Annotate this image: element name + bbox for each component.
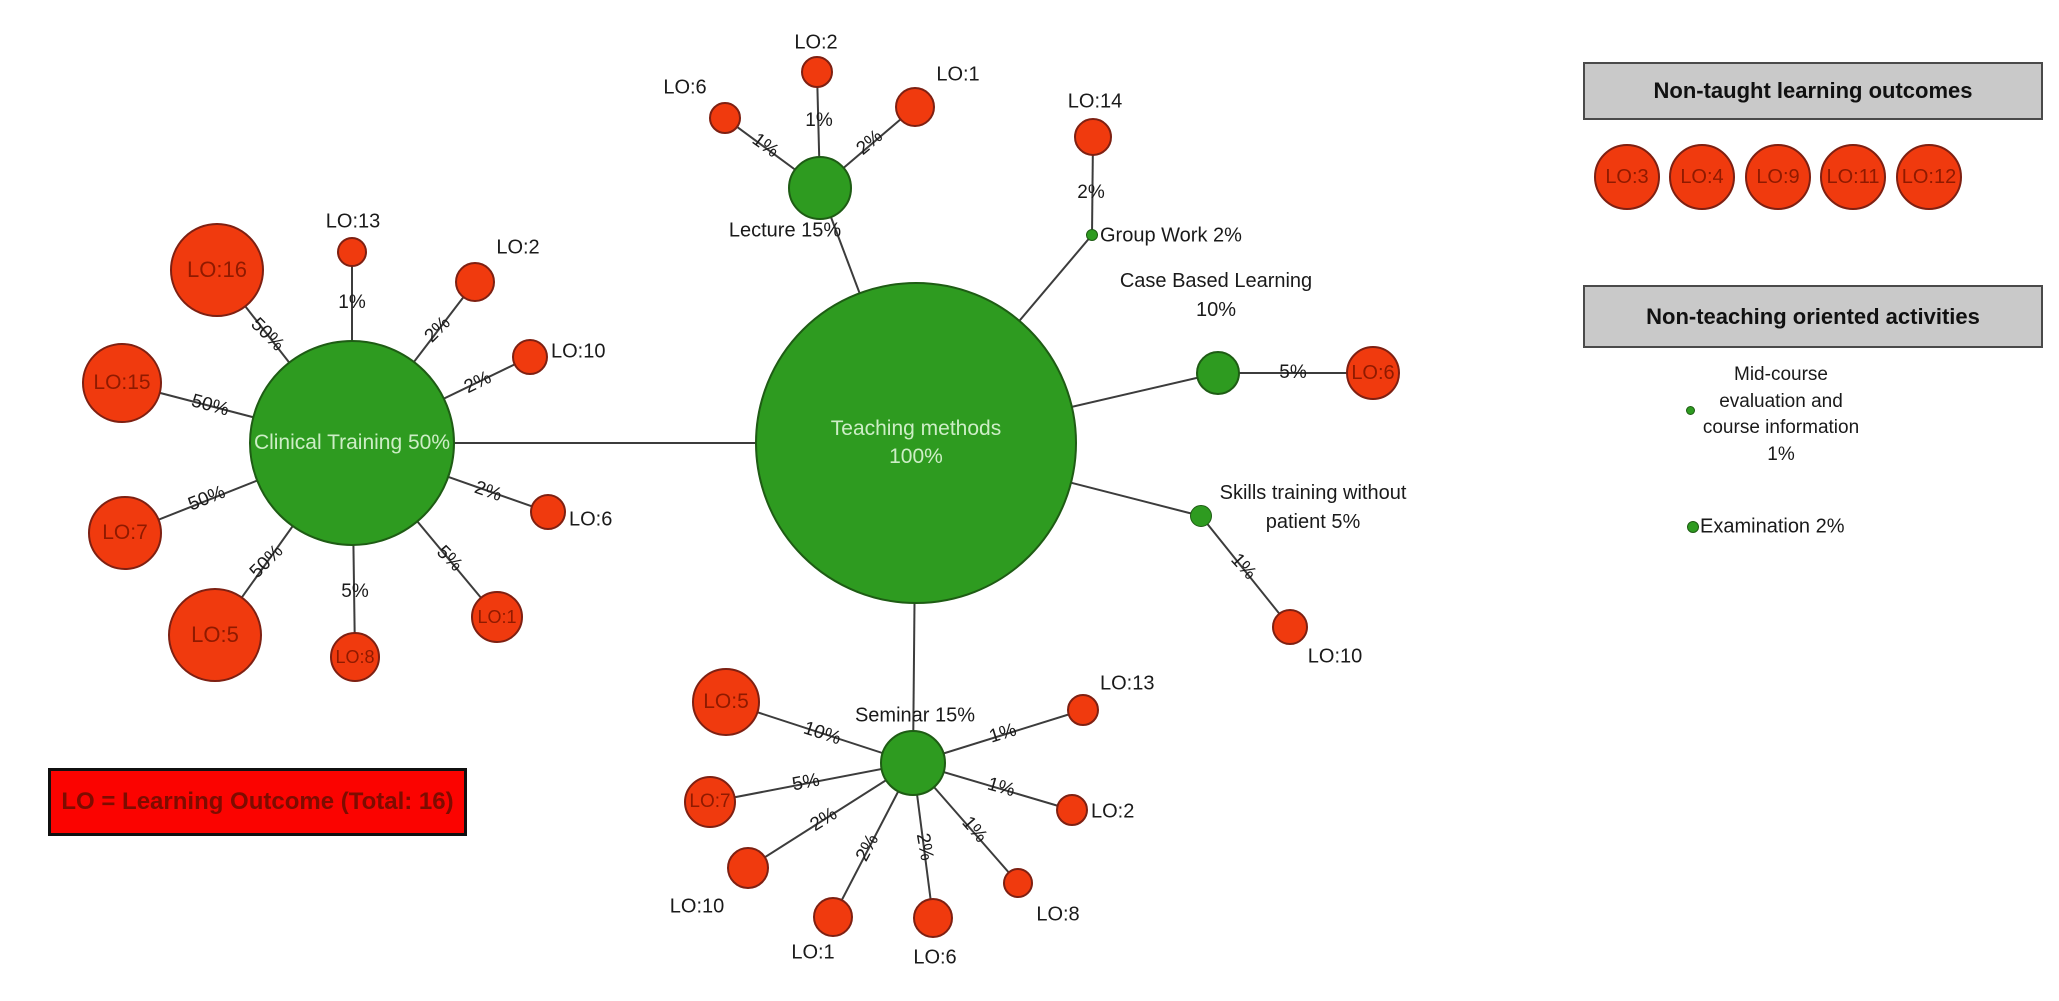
seminar-lo8-label: LO:8	[1036, 903, 1080, 926]
skills-training-label: Skills training without patient 5%	[1220, 479, 1407, 537]
clinical-lo6-label: LO:6	[569, 508, 613, 531]
lecture-lo2-pct: 1%	[805, 110, 833, 131]
clinical-lo6-circle	[530, 494, 566, 530]
seminar-lo7-circle: LO:7	[684, 776, 736, 828]
lecture-lo1-circle	[895, 87, 935, 127]
lecture-lo6-label: LO:6	[663, 76, 707, 99]
seminar-lo10-label: LO:10	[669, 895, 725, 918]
group-work-hub	[1086, 229, 1098, 241]
midcourse-label: Mid-course evaluation and course informa…	[1703, 362, 1859, 468]
case-based-learning-label: Case Based Learning 10%	[1120, 267, 1312, 325]
midcourse-dot	[1686, 406, 1695, 415]
legend-nontaught-title: Non-taught learning outcomes	[1653, 78, 1973, 103]
seminar-lo13-label: LO:13	[1100, 672, 1155, 695]
skills-lo10-label: LO:10	[1307, 645, 1363, 668]
legend-lo4-circle: LO:4	[1669, 144, 1735, 210]
clinical-lo13-circle	[337, 237, 367, 267]
seminar-lo13-circle	[1067, 694, 1099, 726]
groupwork-lo14-label: LO:14	[1067, 90, 1123, 113]
clinical-lo2-label: LO:2	[496, 236, 540, 259]
lecture-lo2-circle	[801, 56, 833, 88]
seminar-lo1-circle	[813, 897, 853, 937]
seminar-lo2-circle	[1056, 794, 1088, 826]
legend-lo3-circle: LO:3	[1594, 144, 1660, 210]
clinical-training-hub: Clinical Training 50%	[249, 340, 455, 546]
legend-nonteaching-box: Non-teaching oriented activities	[1583, 285, 2043, 348]
legend-lo11-circle: LO:11	[1820, 144, 1886, 210]
skills-label-line1: Skills training without	[1219, 482, 1407, 504]
seminar-lo6-label: LO:6	[913, 946, 957, 969]
seminar-lo2-label: LO:2	[1091, 800, 1135, 823]
case-based-learning-hub	[1196, 351, 1240, 395]
clinical-lo13-label: LO:13	[325, 210, 381, 233]
lecture-lo6-circle	[709, 102, 741, 134]
seminar-lo6-pct: 2%	[911, 831, 938, 863]
clinical-lo7-circle: LO:7	[88, 496, 162, 570]
lo-note-text: LO = Learning Outcome (Total: 16)	[61, 788, 454, 815]
cbl-lo6-pct: 5%	[1279, 362, 1307, 383]
midcourse-line1: Mid-course	[1734, 363, 1828, 385]
seminar-lo10-circle	[727, 847, 769, 889]
clinical-lo10-circle	[512, 339, 548, 375]
clinical-lo15-circle: LO:15	[82, 343, 162, 423]
clinical-lo16-circle: LO:16	[170, 223, 264, 317]
clinical-lo8-circle: LO:8	[330, 632, 380, 682]
cbl-label-line2: 10%	[1195, 299, 1237, 321]
midcourse-line2: evaluation and	[1719, 390, 1843, 412]
cbl-lo6-circle: LO:6	[1346, 346, 1400, 400]
skills-training-hub	[1190, 505, 1212, 527]
examination-dot	[1687, 521, 1699, 533]
clinical-lo2-circle	[455, 262, 495, 302]
lecture-lo2-label: LO:2	[794, 31, 838, 54]
legend-nontaught-box: Non-taught learning outcomes	[1583, 62, 2043, 120]
group-work-label: Group Work 2%	[1100, 224, 1242, 247]
cbl-label-line1: Case Based Learning	[1119, 270, 1313, 292]
lo-note-box: LO = Learning Outcome (Total: 16)	[48, 768, 467, 836]
lecture-hub	[788, 156, 852, 220]
seminar-lo8-circle	[1003, 868, 1033, 898]
teaching-methods-label: Teaching methods 100%	[830, 416, 1002, 468]
edge	[709, 762, 914, 803]
clinical-lo8-pct: 5%	[341, 581, 369, 602]
groupwork-lo14-pct: 2%	[1077, 182, 1105, 203]
clinical-lo5-circle: LO:5	[168, 588, 262, 682]
clinical-lo13-pct: 1%	[338, 292, 366, 313]
edge	[1200, 515, 1291, 628]
examination-label: Examination 2%	[1700, 515, 1845, 538]
lecture-label: Lecture 15%	[728, 219, 842, 242]
legend-nonteaching-title: Non-teaching oriented activities	[1646, 303, 1980, 329]
teaching-methods-hub: Teaching methods 100%	[755, 282, 1077, 604]
legend-lo12-circle: LO:12	[1896, 144, 1962, 210]
skills-label-line2: patient 5%	[1265, 511, 1361, 533]
lecture-lo1-label: LO:1	[936, 63, 980, 86]
groupwork-lo14-circle	[1074, 118, 1112, 156]
seminar-label: Seminar 15%	[854, 704, 976, 727]
seminar-lo5-circle: LO:5	[692, 668, 760, 736]
seminar-lo1-label: LO:1	[791, 941, 835, 964]
midcourse-line3: course information	[1702, 417, 1860, 438]
clinical-lo10-label: LO:10	[551, 340, 606, 363]
clinical-lo1-circle: LO:1	[471, 591, 523, 643]
seminar-hub	[880, 730, 946, 796]
skills-lo10-circle	[1272, 609, 1308, 645]
seminar-lo6-circle	[913, 898, 953, 938]
midcourse-line4: 1%	[1767, 443, 1795, 465]
legend-lo9-circle: LO:9	[1745, 144, 1811, 210]
clinical-training-label: Clinical Training 50%	[253, 430, 451, 454]
